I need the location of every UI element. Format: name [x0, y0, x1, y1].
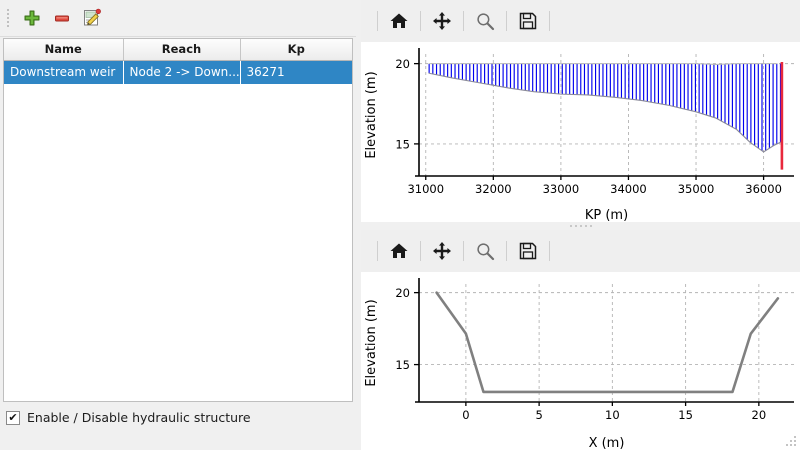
xtick-label: 32000	[475, 182, 512, 196]
toolbar-separator	[463, 11, 464, 31]
magnifier-icon	[477, 13, 495, 31]
longitudinal-profile-chart: 31000 32000 33000 34000 35000 36000 15 20 KP (m)…	[364, 48, 794, 222]
home-button[interactable]	[382, 236, 416, 266]
zoom-button[interactable]	[468, 6, 502, 36]
toolbar-separator	[420, 241, 421, 261]
xtick-label: 34000	[610, 182, 647, 196]
toolbar-separator	[377, 11, 378, 31]
cross-section-canvas[interactable]: 0 5 10 15 20 15 20 X (m) Elevation (m)	[361, 272, 800, 450]
minus-icon	[55, 15, 69, 22]
xtick-label: 5	[535, 408, 542, 422]
plus-icon	[24, 10, 40, 26]
magnifier-icon	[477, 243, 495, 261]
window-resize-grip[interactable]	[784, 434, 798, 448]
structures-panel: Name Reach Kp Downstream weir Node 2 -> …	[0, 0, 356, 450]
column-header-reach[interactable]: Reach	[123, 39, 241, 61]
home-icon	[390, 13, 408, 28]
save-button[interactable]	[511, 6, 545, 36]
xtick-label: 0	[462, 408, 469, 422]
ytick-label: 20	[395, 57, 410, 71]
cross-section-lines	[428, 63, 782, 151]
structures-table: Name Reach Kp Downstream weir Node 2 -> …	[4, 39, 352, 84]
add-structure-button[interactable]	[17, 3, 47, 33]
cross-section-chart: 0 5 10 15 20 15 20 X (m) Elevation (m)	[364, 278, 794, 450]
xtick-label: 31000	[407, 182, 444, 196]
pan-button[interactable]	[425, 6, 459, 36]
toolbar-separator	[420, 11, 421, 31]
structures-table-container[interactable]: Name Reach Kp Downstream weir Node 2 -> …	[3, 38, 353, 402]
move-arrows-icon	[433, 242, 451, 260]
toolbar-separator	[549, 11, 550, 31]
ytick-label: 15	[395, 137, 410, 151]
xtick-label: 20	[752, 408, 767, 422]
enable-structure-checkbox[interactable]: ✔	[6, 410, 20, 425]
x-axis-label: KP (m)	[585, 208, 628, 222]
xtick-label: 36000	[745, 182, 782, 196]
structures-toolbar	[0, 0, 356, 37]
cell-name: Downstream weir	[4, 60, 124, 84]
cell-kp: 36271	[240, 60, 352, 84]
toolbar-separator	[549, 241, 550, 261]
series-1	[435, 291, 780, 394]
horizontal-splitter[interactable]	[361, 222, 800, 230]
y-axis-label: Elevation (m)	[364, 299, 379, 386]
enable-structure-label: Enable / Disable hydraulic structure	[27, 410, 251, 425]
vertical-splitter[interactable]	[356, 0, 361, 450]
remove-structure-button[interactable]	[47, 3, 77, 33]
floppy-disk-icon	[519, 242, 537, 260]
save-button[interactable]	[511, 236, 545, 266]
cell-reach: Node 2 -> Down...	[123, 60, 241, 84]
series-2	[428, 72, 782, 153]
toolbar-separator	[463, 241, 464, 261]
y-axis-label: Elevation (m)	[364, 71, 379, 158]
ytick-label: 20	[395, 286, 410, 300]
edit-note-icon	[84, 8, 101, 26]
toolbar-separator	[506, 11, 507, 31]
plot-toolbar-top	[361, 0, 800, 42]
toolbar-separator	[506, 241, 507, 261]
home-icon	[390, 243, 408, 258]
ytick-label: 15	[395, 358, 410, 372]
toolbar-separator	[377, 241, 378, 261]
plot-toolbar-bottom	[361, 230, 800, 272]
xtick-label: 15	[678, 408, 693, 422]
home-button[interactable]	[382, 6, 416, 36]
zoom-button[interactable]	[468, 236, 502, 266]
longitudinal-profile-panel: 31000 32000 33000 34000 35000 36000 15 20 KP (m)…	[361, 0, 800, 222]
xtick-label: 10	[605, 408, 620, 422]
edit-structure-button[interactable]	[77, 3, 107, 33]
xtick-label: 33000	[543, 182, 580, 196]
xtick-label: 35000	[678, 182, 715, 196]
cross-section-panel: 0 5 10 15 20 15 20 X (m) Elevation (m)	[361, 230, 800, 450]
column-header-kp[interactable]: Kp	[240, 39, 352, 61]
column-header-name[interactable]: Name	[4, 39, 124, 61]
series-1	[428, 63, 778, 65]
x-axis-label: X (m)	[589, 436, 625, 450]
move-arrows-icon	[433, 12, 451, 30]
table-header-row: Name Reach Kp	[4, 39, 352, 61]
drag-handle[interactable]	[3, 6, 13, 30]
table-row[interactable]: Downstream weir Node 2 -> Down... 36271	[4, 60, 352, 84]
longitudinal-profile-canvas[interactable]: 31000 32000 33000 34000 35000 36000 15 20 KP (m)…	[361, 42, 800, 222]
floppy-disk-icon	[519, 12, 537, 30]
pan-button[interactable]	[425, 236, 459, 266]
enable-structure-row[interactable]: ✔ Enable / Disable hydraulic structure	[6, 410, 251, 425]
